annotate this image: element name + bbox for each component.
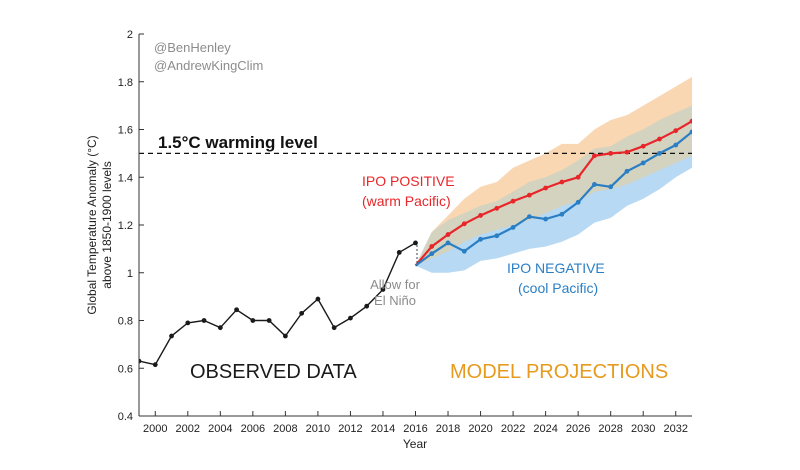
observed-point [266,318,272,323]
x-tick-label: 2010 [306,423,330,435]
ipo-negative-point [559,211,565,217]
x-tick-label: 2006 [241,423,265,435]
x-tick-label: 2030 [631,423,655,435]
observed-point [364,303,370,309]
ipo-negative-point [445,240,451,246]
ipo-positive-point [657,136,662,142]
axes-group: 0.4 0.6 0.8 1 1.2 1.4 1.6 1.8 2 2000 2002 2004 2006 2… [118,29,692,435]
x-tick-label: 2002 [176,423,200,435]
ipo-negative-point [478,236,483,242]
observed-point [413,240,418,246]
ipo-positive-sublabel: (warm Pacific) [362,193,451,209]
ipo-negative-sublabel: (cool Pacific) [518,280,598,296]
ipo-positive-point [624,149,630,155]
ipo-negative-point [543,216,549,222]
observed-point [185,320,191,326]
x-tick-label: 2022 [501,423,525,435]
x-tick-label: 2032 [663,423,687,435]
ipo-positive-point [689,118,692,124]
observed-point [201,318,207,323]
observed-point [152,362,158,368]
y-tick-label: 0.8 [118,316,133,328]
y-axis-label-line1: Global Temperature Anomaly (°C) [85,135,99,314]
ipo-positive-point [494,205,500,211]
ipo-positive-point [461,221,467,227]
ipo-negative-point [526,214,532,220]
observed-data-label: OBSERVED DATA [190,361,357,383]
observed-point [315,296,321,302]
ipo-negative-point [640,160,646,166]
y-tick-label: 1.4 [118,172,133,184]
observed-point [217,325,223,331]
x-tick-label: 2016 [403,423,427,435]
y-tick-label: 1.6 [118,125,133,137]
ipo-positive-point [478,213,483,218]
ipo-negative-label: IPO NEGATIVE [507,260,605,276]
ipo-positive-point [592,153,597,159]
credit-henley: @BenHenley [154,40,231,55]
ipo-positive-point [543,185,549,191]
y-tick-label: 1 [127,268,133,280]
ipo-positive-point [608,150,614,156]
ipo-negative-point [461,248,467,254]
ipo-positive-point [510,198,516,204]
ipo-negative-point [510,224,516,230]
y-tick-label: 0.4 [118,411,133,423]
observed-point [396,250,402,255]
observed-point [169,333,174,339]
y-tick-label: 2 [127,29,133,41]
observed-point [331,325,337,331]
y-tick-label: 1.2 [118,220,133,232]
model-projections-label: MODEL PROJECTIONS [450,361,668,383]
x-axis-label: Year [403,437,427,451]
x-tick-label: 2024 [533,423,557,435]
y-tick-label: 0.6 [118,363,133,375]
ipo-negative-point [689,129,692,135]
x-tick-label: 2004 [208,423,232,435]
ipo-positive-point [575,174,581,180]
x-tick-label: 2026 [566,423,590,435]
x-tick-label: 2000 [143,423,167,435]
x-tick-label: 2014 [371,423,395,435]
ipo-positive-point [640,143,646,149]
x-tick-label: 2020 [468,423,492,435]
observed-point [380,287,386,292]
x-tick-label: 2028 [598,423,622,435]
ipo-negative-point [624,168,630,174]
ipo-negative-point [657,150,662,156]
ipo-negative-point [608,184,614,190]
observed-point [348,315,353,321]
ipo-positive-point [526,192,532,198]
observed-point [282,333,288,339]
observed-point [234,307,239,313]
ipo-negative-point [429,251,435,257]
ipo-positive-point [429,244,435,249]
allow-el-nino-line1: Allow for [370,277,421,292]
allow-el-nino-line2: El Niño [374,293,416,308]
reference-line-label: 1.5°C warming level [158,133,318,152]
ipo-negative-point [592,182,597,187]
x-tick-label: 2012 [338,423,362,435]
ipo-negative-line [414,131,692,267]
series-lines [139,118,692,368]
uncertainty-bands [415,76,692,273]
ipo-negative-point [575,199,581,205]
ipo-positive-label: IPO POSITIVE [362,173,455,189]
observed-point [250,318,256,323]
ipo-positive-point [673,128,679,134]
observed-point [139,358,142,364]
observed-line [139,242,416,366]
x-tick-label: 2018 [436,423,460,435]
ipo-positive-point [559,179,565,185]
y-axis-label-line2: above 1850-1900 levels [100,161,114,288]
ipo-negative-point [673,142,679,148]
ipo-negative-point [494,233,500,239]
ipo-positive-point [445,232,451,237]
credit-king: @AndrewKingClim [154,58,263,73]
x-tick-label: 2008 [273,423,297,435]
observed-point [299,310,305,316]
ipo-positive-line [414,120,692,267]
y-tick-label: 1.8 [118,77,133,89]
